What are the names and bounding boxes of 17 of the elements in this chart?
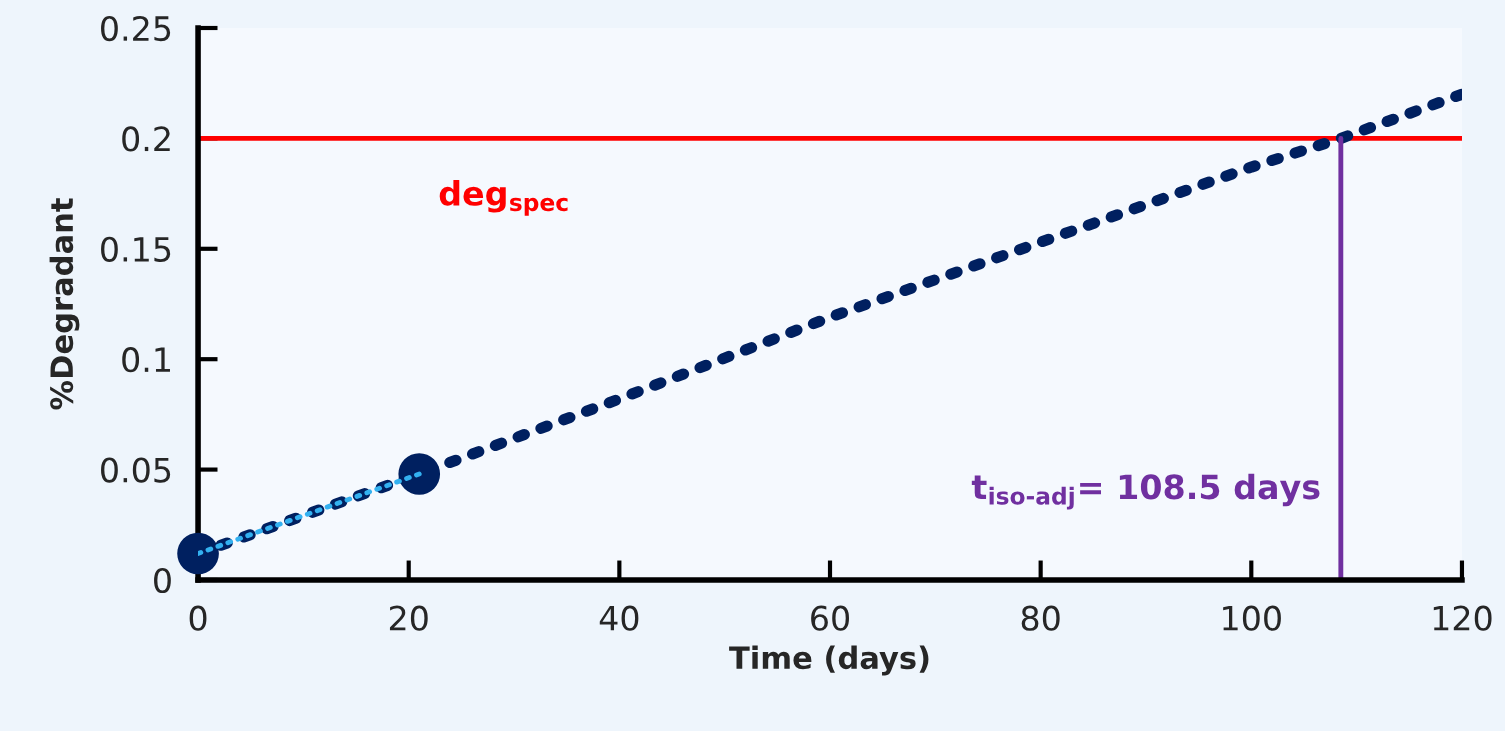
x-tick-label: 60 bbox=[811, 605, 849, 631]
y-tick-label: 0.2 bbox=[122, 126, 170, 152]
x-axis-title: Time (days) bbox=[729, 645, 929, 676]
y-tick-label: 0.25 bbox=[101, 15, 171, 42]
y-tick-label: 0.1 bbox=[122, 347, 170, 373]
y-axis-title: %Degradant bbox=[49, 198, 80, 410]
x-tick-label: 100 bbox=[1223, 605, 1281, 631]
x-tick-label: 120 bbox=[1433, 605, 1492, 631]
y-tick-label: 0.05 bbox=[101, 457, 171, 483]
x-tick-label: 0 bbox=[189, 605, 207, 631]
y-tick-label: 0 bbox=[154, 567, 171, 594]
x-tick-label: 20 bbox=[389, 605, 428, 631]
x-tick-label: 40 bbox=[599, 605, 639, 631]
ref-line-label: deg$_{spec}$ bbox=[439, 180, 568, 216]
y-tick-label: 0.15 bbox=[101, 236, 171, 262]
annotation: t$_{iso‐adj}$= 108.5 days bbox=[971, 473, 1320, 510]
x-tick-label: 80 bbox=[1021, 605, 1060, 631]
